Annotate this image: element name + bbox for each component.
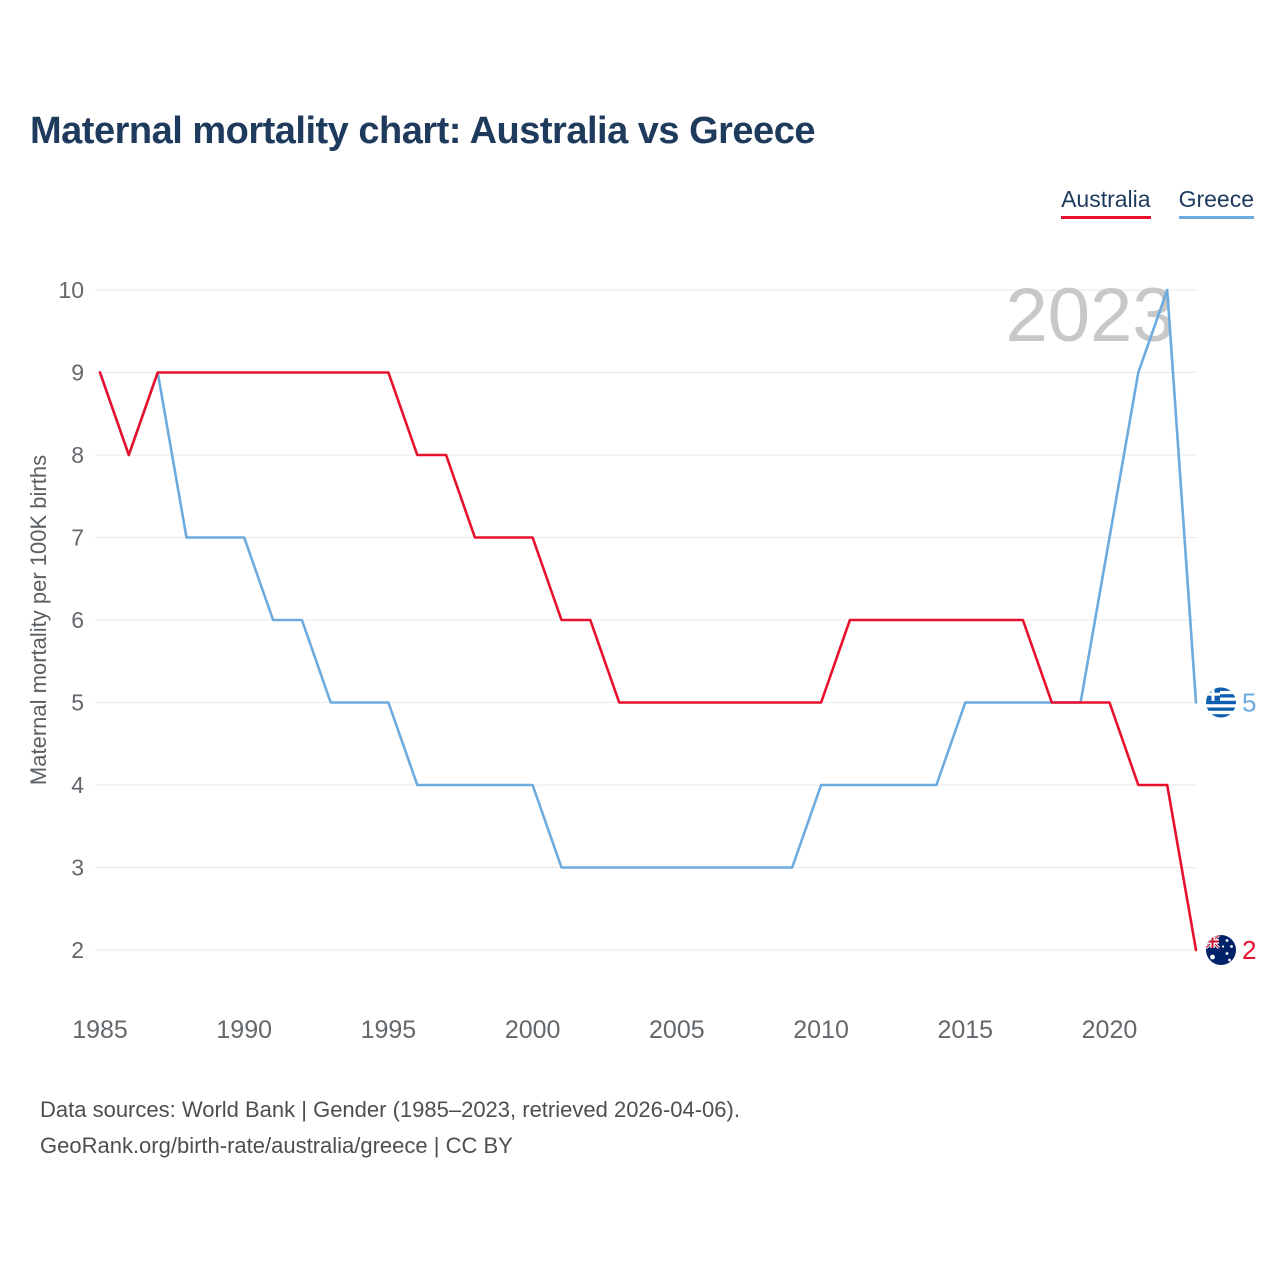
y-tick-label: 5 <box>71 690 84 716</box>
y-tick-label: 2 <box>71 937 84 963</box>
page-title: Maternal mortality chart: Australia vs G… <box>30 110 815 152</box>
greece-flag-icon <box>1206 688 1236 718</box>
x-tick-label: 2010 <box>793 1016 849 1044</box>
y-tick-label: 7 <box>71 525 84 551</box>
greece-line <box>98 288 1198 869</box>
australia-end-value: 2 <box>1242 935 1256 965</box>
x-tick-label: 1985 <box>72 1016 128 1044</box>
y-tick-label: 10 <box>58 277 84 303</box>
x-tick-label: 2005 <box>649 1016 705 1044</box>
legend: Australia Greece <box>1061 186 1254 219</box>
x-tick-label: 2000 <box>505 1016 561 1044</box>
y-tick-label: 4 <box>71 772 84 798</box>
greece-end-value: 5 <box>1242 688 1256 718</box>
australia-flag-icon <box>1206 935 1236 965</box>
footer-sources: Data sources: World Bank | Gender (1985–… <box>40 1097 740 1122</box>
legend-item-greece[interactable]: Greece <box>1178 186 1254 219</box>
y-tick-label: 3 <box>71 855 84 881</box>
x-tick-label: 2015 <box>937 1016 993 1044</box>
y-axis-title: Maternal mortality per 100K births <box>26 455 51 785</box>
y-tick-label: 9 <box>71 360 84 386</box>
x-tick-label: 1990 <box>216 1016 272 1044</box>
x-tick-label: 2020 <box>1082 1016 1138 1044</box>
y-tick-label: 6 <box>71 607 84 633</box>
y-tick-label: 8 <box>71 442 84 468</box>
legend-item-australia[interactable]: Australia <box>1061 186 1151 219</box>
footer: Data sources: World Bank | Gender (1985–… <box>40 1092 740 1164</box>
footer-attribution: GeoRank.org/birth-rate/australia/greece … <box>40 1133 513 1158</box>
watermark-year: 2023 <box>1005 273 1174 358</box>
australia-line <box>98 371 1198 952</box>
x-tick-label: 1995 <box>361 1016 417 1044</box>
